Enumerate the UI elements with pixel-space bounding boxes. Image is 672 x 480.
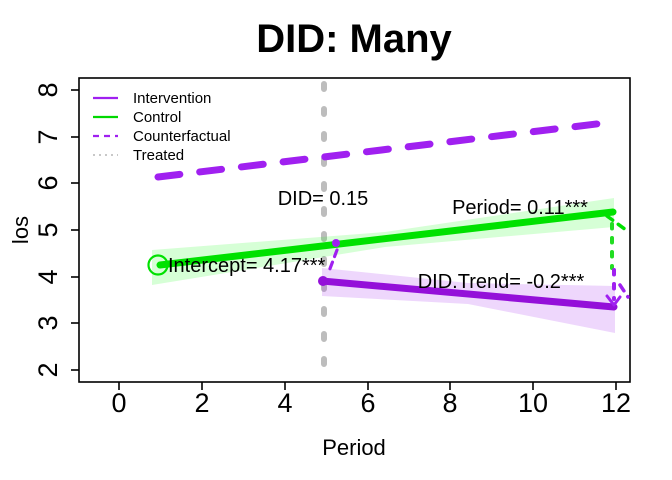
did-gap-arrow bbox=[326, 248, 339, 276]
annotation-period: Period= 0.11*** bbox=[452, 197, 588, 219]
legend: Intervention Control Counterfactual Trea… bbox=[93, 90, 231, 164]
x-tick-label: 0 bbox=[111, 388, 126, 418]
effect-dash-arrow bbox=[618, 283, 630, 299]
legend-label-treated: Treated bbox=[133, 147, 184, 164]
x-tick-label: 6 bbox=[360, 388, 375, 418]
intervention-start-marker bbox=[318, 276, 328, 286]
y-tick-label: 8 bbox=[33, 82, 63, 97]
legend-label-control: Control bbox=[133, 109, 181, 126]
x-tick-label: 8 bbox=[442, 388, 457, 418]
intervention-line bbox=[318, 277, 618, 311]
x-axis-ticks bbox=[118, 382, 617, 390]
did-reference-dot bbox=[332, 239, 340, 247]
y-tick-label: 3 bbox=[33, 315, 63, 330]
counterfactual-line bbox=[154, 118, 617, 181]
y-tick-labels: 2 3 4 5 6 7 8 bbox=[33, 82, 63, 377]
y-tick-label: 7 bbox=[33, 129, 63, 144]
x-tick-label: 2 bbox=[194, 388, 209, 418]
y-tick-label: 4 bbox=[33, 269, 63, 284]
effect-arrowhead bbox=[605, 294, 622, 307]
plot-title: DID: Many bbox=[256, 17, 452, 61]
x-tick-label: 4 bbox=[277, 388, 292, 418]
x-tick-labels: 0 2 4 6 8 10 12 bbox=[111, 388, 631, 418]
x-tick-label: 10 bbox=[518, 388, 548, 418]
legend-label-counterfactual: Counterfactual bbox=[133, 128, 231, 145]
annotation-intercept: Intercept= 4.17*** bbox=[168, 255, 326, 277]
control-line bbox=[156, 208, 617, 269]
y-tick-label: 6 bbox=[33, 175, 63, 190]
control-end-dash-arrow bbox=[605, 214, 628, 232]
control-start-marker bbox=[147, 254, 169, 276]
annotation-did: DID= 0.15 bbox=[278, 188, 369, 210]
y-tick-label: 5 bbox=[33, 222, 63, 237]
y-axis-ticks bbox=[71, 89, 79, 371]
x-axis-label: Period bbox=[322, 435, 386, 460]
x-tick-label: 12 bbox=[601, 388, 631, 418]
y-tick-label: 2 bbox=[33, 362, 63, 377]
legend-label-intervention: Intervention bbox=[133, 90, 211, 107]
annotation-did-trend: DID.Trend= -0.2*** bbox=[418, 271, 585, 293]
y-axis-label: los bbox=[8, 216, 33, 244]
